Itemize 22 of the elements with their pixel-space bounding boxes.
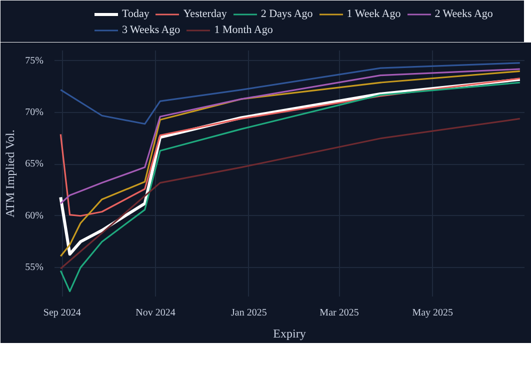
legend-label: Yesterday — [183, 8, 227, 20]
x-tick-label: Sep 2024 — [43, 308, 81, 318]
legend-label: Today — [122, 8, 150, 20]
legend-label: 1 Week Ago — [346, 8, 401, 20]
x-tick-label: Nov 2024 — [136, 308, 176, 318]
legend-label: 2 Days Ago — [260, 8, 313, 20]
y-tick-label: 75% — [25, 55, 44, 66]
y-tick-label: 70% — [25, 107, 44, 118]
legend-label: 2 Weeks Ago — [434, 8, 493, 20]
x-tick-label: May 2025 — [412, 308, 454, 318]
y-tick-label: 60% — [25, 210, 44, 222]
y-tick-label: 55% — [25, 262, 44, 274]
legend-label: 3 Weeks Ago — [122, 24, 180, 36]
line-series — [60, 82, 521, 292]
line-series — [60, 62, 521, 125]
line-series — [60, 118, 521, 270]
y-tick-label: 65% — [25, 158, 44, 170]
x-tick-label: Jan 2025 — [231, 308, 267, 318]
legend-label: 1 Month Ago — [214, 24, 273, 36]
y-axis-title: ATM Implied Vol. — [3, 130, 18, 218]
x-axis-title: Expiry — [273, 326, 306, 340]
x-tick-label: Mar 2025 — [320, 308, 359, 318]
